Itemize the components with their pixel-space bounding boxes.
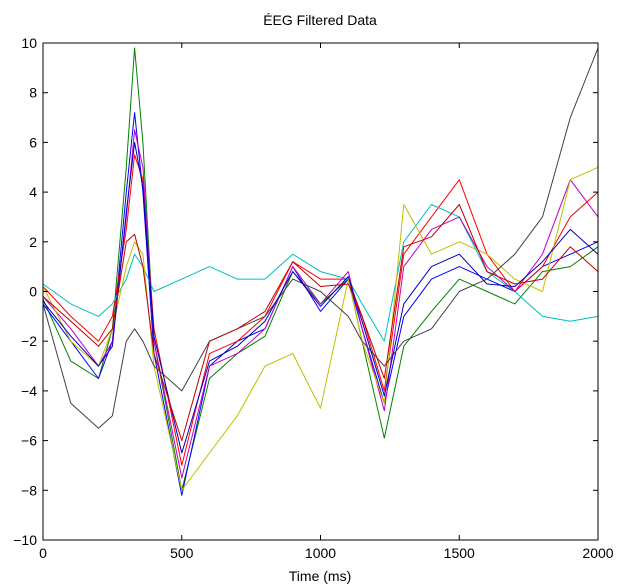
y-tick-label: 2 <box>29 234 37 250</box>
series-line-4 <box>42 204 599 342</box>
x-ticks: 0 500 1000 1500 2000 <box>39 43 614 561</box>
y-tick-label: 4 <box>29 184 37 200</box>
chart-title: ÉEG Filtered Data <box>263 12 377 28</box>
x-tick-label: 1500 <box>444 545 475 561</box>
series-line-6 <box>42 166 599 491</box>
y-ticks: −10 −8 −6 −4 −2 0 2 4 6 8 10 <box>13 35 598 548</box>
x-tick-label: 500 <box>170 545 194 561</box>
y-tick-label: 6 <box>29 134 37 150</box>
series-line-7 <box>42 47 599 429</box>
x-axis-title: Time (ms) <box>289 568 351 584</box>
series-line-9 <box>42 204 599 442</box>
y-tick-label: −4 <box>21 383 37 399</box>
y-tick-label: −10 <box>13 532 37 548</box>
x-tick-label: 2000 <box>582 545 613 561</box>
series-line-5 <box>42 129 599 479</box>
y-tick-label: 0 <box>29 284 37 300</box>
y-tick-label: 10 <box>21 35 37 51</box>
x-tick-label: 1000 <box>305 545 336 561</box>
y-tick-label: −2 <box>21 333 37 349</box>
series-line-8 <box>42 141 599 454</box>
y-tick-label: −8 <box>21 482 37 498</box>
series-layer <box>42 47 599 496</box>
x-tick-label: 0 <box>39 545 47 561</box>
y-tick-label: 8 <box>29 85 37 101</box>
y-tick-label: −6 <box>21 433 37 449</box>
series-line-3 <box>42 154 599 466</box>
series-line-1 <box>42 47 599 491</box>
